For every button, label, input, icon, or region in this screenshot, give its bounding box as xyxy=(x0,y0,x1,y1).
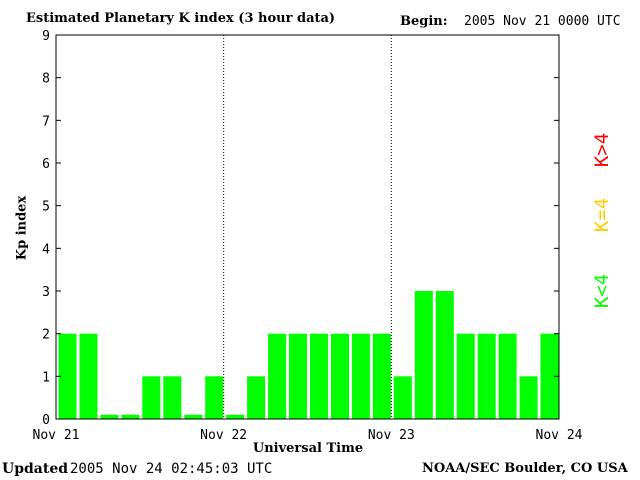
day-separators xyxy=(223,35,392,419)
y-tick-label: 8 xyxy=(42,72,50,87)
x-tick-label: Nov 22 xyxy=(200,428,247,443)
kp-bar xyxy=(268,333,287,419)
kp-bar xyxy=(142,376,161,419)
kp-bar xyxy=(79,333,98,419)
y-tick-label: 5 xyxy=(42,200,50,215)
kp-bar xyxy=(435,291,454,419)
chart-title: Estimated Planetary K index (3 hour data… xyxy=(26,11,336,26)
y-tick-label: 9 xyxy=(42,29,50,44)
y-axis-ticks: 0 1 2 3 4 5 6 7 8 9 xyxy=(42,29,559,428)
x-axis-ticks: Nov 21 Nov 22 Nov 23 Nov 24 xyxy=(33,428,583,443)
legend-k-below-4: K<4 xyxy=(591,273,613,309)
kp-bar xyxy=(310,333,328,419)
x-axis-label: Universal Time xyxy=(252,441,364,456)
kp-bar xyxy=(372,333,391,419)
begin-value: 2005 Nov 21 0000 UTC xyxy=(464,14,621,29)
y-tick-label: 4 xyxy=(42,242,50,257)
kp-bar xyxy=(540,333,559,419)
kp-bar xyxy=(456,333,475,419)
kp-bar xyxy=(289,333,307,419)
x-tick-label: Nov 23 xyxy=(368,428,415,443)
kp-bar xyxy=(498,333,517,419)
kp-bar xyxy=(58,333,77,419)
kp-bar xyxy=(414,291,433,419)
bars-group xyxy=(58,291,559,419)
kp-bar xyxy=(331,333,349,419)
kp-bar xyxy=(205,376,224,419)
y-tick-label: 6 xyxy=(42,157,50,172)
kp-bar xyxy=(393,376,412,419)
kp-bar xyxy=(351,333,370,419)
x-tick-label: Nov 21 xyxy=(33,428,80,443)
y-tick-label: 0 xyxy=(42,413,50,428)
x-tick-label: Nov 24 xyxy=(536,428,583,443)
kp-bar xyxy=(121,414,140,419)
plot-frame xyxy=(55,34,560,420)
legend-k-above-4: K>4 xyxy=(591,132,613,168)
begin-label: Begin: xyxy=(400,14,448,29)
kp-bar xyxy=(226,414,245,419)
kp-bar xyxy=(163,376,182,419)
updated-timestamp: 2005 Nov 24 02:45:03 UTC xyxy=(70,461,273,477)
y-tick-label: 2 xyxy=(42,328,50,343)
legend-k-equal-4: K=4 xyxy=(591,197,613,233)
y-tick-label: 3 xyxy=(42,285,50,300)
y-tick-label: 7 xyxy=(42,114,50,129)
updated-label: Updated xyxy=(2,461,69,477)
y-axis-label: Kp index xyxy=(14,195,30,261)
kp-bar xyxy=(519,376,538,419)
kp-bar xyxy=(100,414,119,419)
kp-bar xyxy=(184,414,203,419)
y-tick-label: 1 xyxy=(42,370,50,385)
kp-bar xyxy=(247,376,266,419)
source-credit: NOAA/SEC Boulder, CO USA xyxy=(422,461,628,476)
kp-bar xyxy=(477,333,496,419)
